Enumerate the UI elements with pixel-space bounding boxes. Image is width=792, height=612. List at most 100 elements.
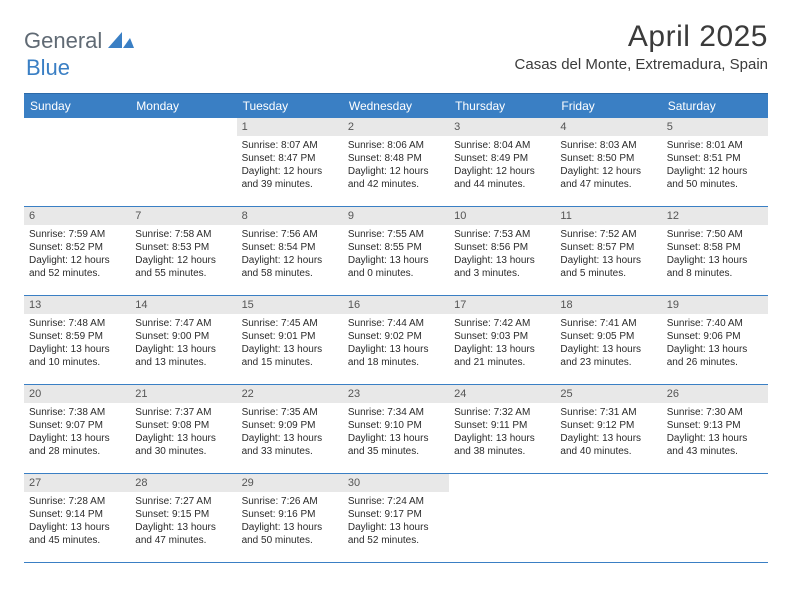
sunset-text: Sunset: 8:48 PM: [348, 152, 444, 165]
day2-text: and 3 minutes.: [454, 267, 550, 280]
calendar-cell: 10Sunrise: 7:53 AMSunset: 8:56 PMDayligh…: [449, 207, 555, 295]
day2-text: and 5 minutes.: [560, 267, 656, 280]
day1-text: Daylight: 13 hours: [454, 432, 550, 445]
day1-text: Daylight: 13 hours: [667, 432, 763, 445]
sunset-text: Sunset: 9:03 PM: [454, 330, 550, 343]
day1-text: Daylight: 13 hours: [29, 343, 125, 356]
day2-text: and 50 minutes.: [667, 178, 763, 191]
calendar-cell: 17Sunrise: 7:42 AMSunset: 9:03 PMDayligh…: [449, 296, 555, 384]
day-number: 5: [662, 118, 768, 136]
day1-text: Daylight: 12 hours: [29, 254, 125, 267]
calendar-week: 13Sunrise: 7:48 AMSunset: 8:59 PMDayligh…: [24, 296, 768, 385]
calendar-cell: 11Sunrise: 7:52 AMSunset: 8:57 PMDayligh…: [555, 207, 661, 295]
calendar-cell: 3Sunrise: 8:04 AMSunset: 8:49 PMDaylight…: [449, 118, 555, 206]
weekday-header: Monday: [130, 94, 236, 118]
sunset-text: Sunset: 8:57 PM: [560, 241, 656, 254]
day-number: 30: [343, 474, 449, 492]
page-title: April 2025: [515, 20, 768, 54]
day2-text: and 38 minutes.: [454, 445, 550, 458]
sunrise-text: Sunrise: 7:32 AM: [454, 406, 550, 419]
sunrise-text: Sunrise: 7:37 AM: [135, 406, 231, 419]
sunset-text: Sunset: 9:05 PM: [560, 330, 656, 343]
logo-triangle-icon: [108, 30, 134, 53]
day1-text: Daylight: 13 hours: [348, 343, 444, 356]
day1-text: Daylight: 12 hours: [135, 254, 231, 267]
day2-text: and 52 minutes.: [348, 534, 444, 547]
calendar-cell: 15Sunrise: 7:45 AMSunset: 9:01 PMDayligh…: [237, 296, 343, 384]
day-number: 27: [24, 474, 130, 492]
day-number: 26: [662, 385, 768, 403]
day2-text: and 43 minutes.: [667, 445, 763, 458]
calendar-cell: 5Sunrise: 8:01 AMSunset: 8:51 PMDaylight…: [662, 118, 768, 206]
day1-text: Daylight: 12 hours: [242, 165, 338, 178]
sunset-text: Sunset: 9:15 PM: [135, 508, 231, 521]
day-number: 12: [662, 207, 768, 225]
weekday-header: Sunday: [24, 94, 130, 118]
sunrise-text: Sunrise: 7:47 AM: [135, 317, 231, 330]
calendar-cell: 9Sunrise: 7:55 AMSunset: 8:55 PMDaylight…: [343, 207, 449, 295]
day1-text: Daylight: 13 hours: [348, 432, 444, 445]
calendar-cell: 6Sunrise: 7:59 AMSunset: 8:52 PMDaylight…: [24, 207, 130, 295]
calendar-cell: 21Sunrise: 7:37 AMSunset: 9:08 PMDayligh…: [130, 385, 236, 473]
sunset-text: Sunset: 8:58 PM: [667, 241, 763, 254]
day1-text: Daylight: 13 hours: [242, 343, 338, 356]
day2-text: and 55 minutes.: [135, 267, 231, 280]
day-number: 3: [449, 118, 555, 136]
day1-text: Daylight: 13 hours: [667, 343, 763, 356]
day-number: 28: [130, 474, 236, 492]
calendar-cell: 19Sunrise: 7:40 AMSunset: 9:06 PMDayligh…: [662, 296, 768, 384]
calendar-cell: 2Sunrise: 8:06 AMSunset: 8:48 PMDaylight…: [343, 118, 449, 206]
sunset-text: Sunset: 8:55 PM: [348, 241, 444, 254]
day2-text: and 8 minutes.: [667, 267, 763, 280]
day2-text: and 47 minutes.: [135, 534, 231, 547]
sunset-text: Sunset: 8:56 PM: [454, 241, 550, 254]
day2-text: and 33 minutes.: [242, 445, 338, 458]
sunset-text: Sunset: 9:06 PM: [667, 330, 763, 343]
calendar-cell: 20Sunrise: 7:38 AMSunset: 9:07 PMDayligh…: [24, 385, 130, 473]
sunset-text: Sunset: 9:07 PM: [29, 419, 125, 432]
calendar-cell: 26Sunrise: 7:30 AMSunset: 9:13 PMDayligh…: [662, 385, 768, 473]
sunrise-text: Sunrise: 8:04 AM: [454, 139, 550, 152]
day1-text: Daylight: 13 hours: [29, 432, 125, 445]
calendar-cell: 18Sunrise: 7:41 AMSunset: 9:05 PMDayligh…: [555, 296, 661, 384]
calendar-cell: 27Sunrise: 7:28 AMSunset: 9:14 PMDayligh…: [24, 474, 130, 562]
day2-text: and 39 minutes.: [242, 178, 338, 191]
day-number: 2: [343, 118, 449, 136]
sunrise-text: Sunrise: 7:28 AM: [29, 495, 125, 508]
day-number: 15: [237, 296, 343, 314]
day-number: 23: [343, 385, 449, 403]
day1-text: Daylight: 12 hours: [348, 165, 444, 178]
sunrise-text: Sunrise: 7:38 AM: [29, 406, 125, 419]
day-number: 24: [449, 385, 555, 403]
calendar-cell: 14Sunrise: 7:47 AMSunset: 9:00 PMDayligh…: [130, 296, 236, 384]
logo: General: [24, 20, 136, 54]
sunrise-text: Sunrise: 7:40 AM: [667, 317, 763, 330]
calendar-cell: 24Sunrise: 7:32 AMSunset: 9:11 PMDayligh…: [449, 385, 555, 473]
day-number: 14: [130, 296, 236, 314]
day1-text: Daylight: 13 hours: [560, 432, 656, 445]
calendar-cell-empty: [662, 474, 768, 562]
weekday-header: Thursday: [449, 94, 555, 118]
day-number: 22: [237, 385, 343, 403]
calendar-cell: 29Sunrise: 7:26 AMSunset: 9:16 PMDayligh…: [237, 474, 343, 562]
day1-text: Daylight: 13 hours: [29, 521, 125, 534]
logo-text-general: General: [24, 28, 102, 54]
calendar-cell: 8Sunrise: 7:56 AMSunset: 8:54 PMDaylight…: [237, 207, 343, 295]
sunset-text: Sunset: 9:13 PM: [667, 419, 763, 432]
calendar-cell: 22Sunrise: 7:35 AMSunset: 9:09 PMDayligh…: [237, 385, 343, 473]
weekday-header: Friday: [555, 94, 661, 118]
sunrise-text: Sunrise: 7:26 AM: [242, 495, 338, 508]
sunrise-text: Sunrise: 8:03 AM: [560, 139, 656, 152]
day2-text: and 44 minutes.: [454, 178, 550, 191]
day1-text: Daylight: 12 hours: [454, 165, 550, 178]
sunrise-text: Sunrise: 7:59 AM: [29, 228, 125, 241]
calendar-cell-empty: [555, 474, 661, 562]
sunrise-text: Sunrise: 7:45 AM: [242, 317, 338, 330]
calendar-cell: 16Sunrise: 7:44 AMSunset: 9:02 PMDayligh…: [343, 296, 449, 384]
weekday-header: Saturday: [662, 94, 768, 118]
calendar-cell: 28Sunrise: 7:27 AMSunset: 9:15 PMDayligh…: [130, 474, 236, 562]
day-number: 17: [449, 296, 555, 314]
day-number: 11: [555, 207, 661, 225]
calendar-week: 6Sunrise: 7:59 AMSunset: 8:52 PMDaylight…: [24, 207, 768, 296]
sunrise-text: Sunrise: 7:58 AM: [135, 228, 231, 241]
